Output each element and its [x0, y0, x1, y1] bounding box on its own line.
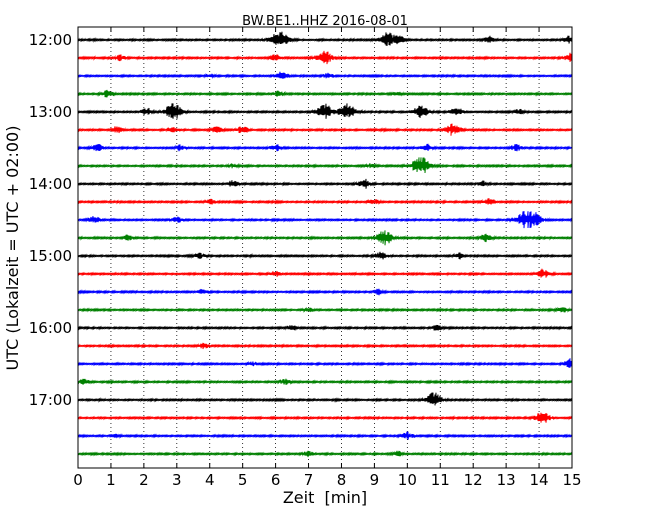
x-tick-label: 15: [562, 471, 581, 489]
y-tick-label: 13:00: [29, 103, 72, 121]
trace-1315: [77, 123, 573, 136]
trace-1215: [77, 50, 573, 65]
x-tick-label: 9: [370, 471, 380, 489]
x-tick-label: 14: [530, 471, 549, 489]
trace-1230: [77, 71, 573, 80]
x-tick-label: 4: [205, 471, 215, 489]
trace-1500: [77, 251, 573, 260]
trace-1430: [77, 211, 573, 229]
x-tick-label: 5: [238, 471, 248, 489]
trace-1745: [77, 450, 573, 458]
trace-1345: [77, 157, 573, 174]
trace-1530: [77, 288, 573, 296]
x-tick-label: 7: [304, 471, 314, 489]
trace-1630: [77, 358, 573, 368]
x-axis-ticks: 0 1 2 3 4 5 6 7 8 9 10 11 12 13 14 15: [73, 27, 582, 489]
x-tick-label: 13: [497, 471, 516, 489]
y-tick-label: 12:00: [29, 31, 72, 49]
trace-1545: [77, 306, 573, 313]
trace-1445: [77, 230, 573, 246]
chart-title: BW.BE1..HHZ 2016-08-01: [242, 14, 408, 29]
trace-1300: [77, 103, 573, 119]
trace-1600: [77, 324, 573, 331]
trace-1730: [77, 431, 573, 440]
trace-1715: [77, 412, 573, 423]
trace-1330: [77, 143, 573, 152]
trace-1415: [77, 198, 573, 205]
x-tick-label: 2: [139, 471, 149, 489]
x-axis-label: Zeit [min]: [283, 488, 367, 507]
trace-1615: [77, 342, 573, 350]
trace-1245: [77, 89, 573, 98]
x-tick-label: 0: [73, 471, 83, 489]
x-tick-label: 11: [431, 471, 450, 489]
x-tick-label: 10: [398, 471, 417, 489]
x-tick-label: 6: [271, 471, 281, 489]
x-tick-label: 8: [337, 471, 347, 489]
y-tick-label: 14:00: [29, 175, 72, 193]
seismic-traces: [77, 31, 573, 458]
vertical-gridlines: [110, 27, 540, 468]
y-tick-label: 16:00: [29, 319, 72, 337]
x-tick-label: 12: [464, 471, 483, 489]
trace-1400: [77, 178, 573, 189]
y-axis-label: UTC (Lokalzeit = UTC + 02:00): [3, 126, 22, 371]
plot-frame: [77, 26, 573, 469]
x-tick-label: 3: [172, 471, 182, 489]
x-tick-label: 1: [106, 471, 116, 489]
trace-1700: [77, 392, 573, 406]
trace-1200: [77, 31, 573, 47]
trace-1515: [77, 268, 573, 278]
trace-1645: [77, 378, 573, 385]
y-axis-ticks: 12:00 13:00 14:00 15:00 16:00 17:00: [29, 31, 572, 409]
y-tick-label: 17:00: [29, 391, 72, 409]
y-tick-label: 15:00: [29, 247, 72, 265]
